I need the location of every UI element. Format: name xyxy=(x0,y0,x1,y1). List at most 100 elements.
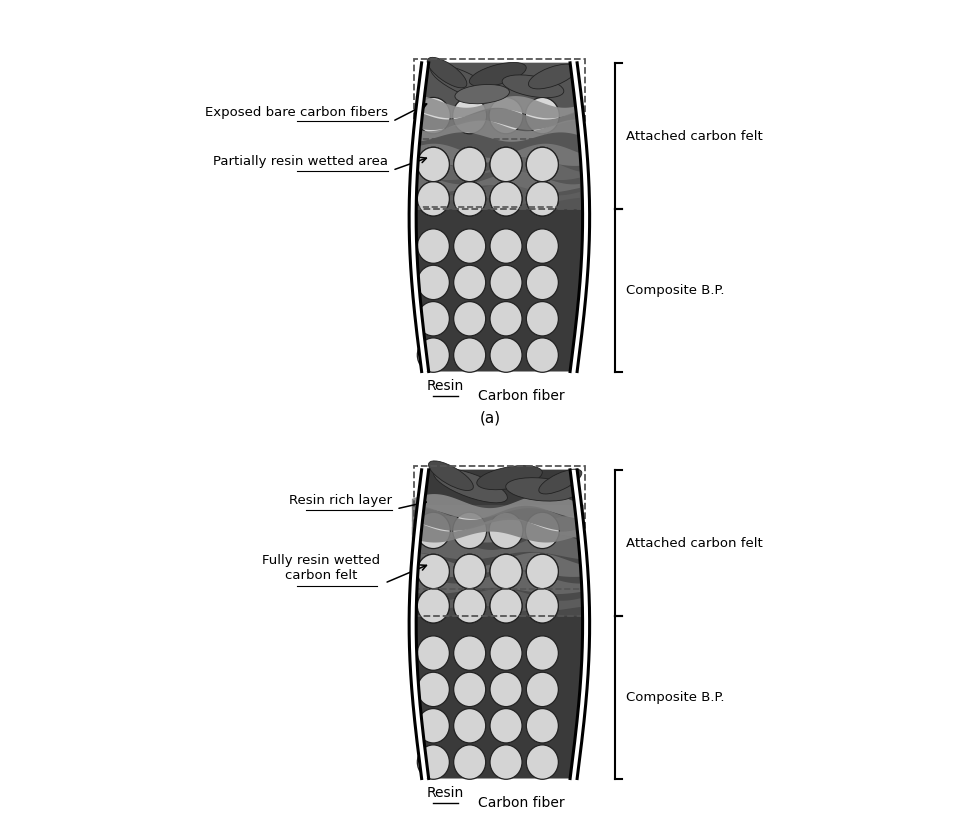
Text: Attached carbon felt: Attached carbon felt xyxy=(626,536,762,549)
Ellipse shape xyxy=(526,589,559,623)
Polygon shape xyxy=(416,96,580,118)
Ellipse shape xyxy=(416,98,451,133)
Ellipse shape xyxy=(417,554,450,589)
Ellipse shape xyxy=(477,466,542,490)
Ellipse shape xyxy=(454,301,486,336)
Ellipse shape xyxy=(417,708,450,743)
Ellipse shape xyxy=(490,745,522,779)
Ellipse shape xyxy=(454,265,486,300)
Ellipse shape xyxy=(417,338,450,372)
Ellipse shape xyxy=(490,229,522,263)
Ellipse shape xyxy=(417,745,450,779)
Ellipse shape xyxy=(454,708,486,743)
Text: Resin rich layer: Resin rich layer xyxy=(289,494,392,507)
Ellipse shape xyxy=(454,229,486,263)
Ellipse shape xyxy=(490,147,522,182)
Ellipse shape xyxy=(454,182,486,216)
Polygon shape xyxy=(409,470,428,778)
Ellipse shape xyxy=(490,301,522,336)
Polygon shape xyxy=(412,571,584,594)
Ellipse shape xyxy=(454,554,486,589)
Ellipse shape xyxy=(454,147,486,182)
Polygon shape xyxy=(416,470,582,778)
Text: Composite B.P.: Composite B.P. xyxy=(626,284,724,297)
Polygon shape xyxy=(416,120,580,142)
Ellipse shape xyxy=(489,98,523,133)
Ellipse shape xyxy=(490,182,522,216)
Ellipse shape xyxy=(454,589,486,623)
Ellipse shape xyxy=(417,182,450,216)
Ellipse shape xyxy=(490,182,522,216)
Ellipse shape xyxy=(428,461,473,491)
Polygon shape xyxy=(416,63,582,371)
Ellipse shape xyxy=(454,672,486,707)
Ellipse shape xyxy=(417,672,450,707)
Text: Carbon fiber: Carbon fiber xyxy=(478,796,564,810)
Text: Carbon fiber: Carbon fiber xyxy=(478,389,564,403)
Polygon shape xyxy=(416,172,580,193)
Polygon shape xyxy=(412,534,584,560)
Ellipse shape xyxy=(490,589,522,623)
Ellipse shape xyxy=(454,182,486,216)
Ellipse shape xyxy=(417,589,450,623)
Ellipse shape xyxy=(417,229,450,263)
Ellipse shape xyxy=(526,554,559,589)
Ellipse shape xyxy=(417,636,450,670)
Polygon shape xyxy=(412,505,584,531)
Ellipse shape xyxy=(490,147,522,182)
Ellipse shape xyxy=(454,147,486,182)
Ellipse shape xyxy=(490,636,522,670)
Ellipse shape xyxy=(417,589,450,623)
Ellipse shape xyxy=(490,554,522,589)
Ellipse shape xyxy=(417,301,450,336)
Ellipse shape xyxy=(489,512,523,549)
Ellipse shape xyxy=(454,589,486,623)
Text: Resin: Resin xyxy=(426,786,464,800)
Ellipse shape xyxy=(490,338,522,372)
Ellipse shape xyxy=(455,85,510,103)
Ellipse shape xyxy=(526,229,559,263)
Polygon shape xyxy=(412,494,584,519)
Ellipse shape xyxy=(502,75,563,98)
Polygon shape xyxy=(412,589,584,611)
Ellipse shape xyxy=(526,301,559,336)
Ellipse shape xyxy=(526,554,559,589)
Ellipse shape xyxy=(526,338,559,372)
Ellipse shape xyxy=(526,147,559,182)
Polygon shape xyxy=(412,516,584,542)
Ellipse shape xyxy=(526,636,559,670)
Ellipse shape xyxy=(417,182,450,216)
Ellipse shape xyxy=(417,147,450,182)
Ellipse shape xyxy=(433,468,508,503)
Ellipse shape xyxy=(430,64,495,100)
Text: Resin: Resin xyxy=(426,379,464,393)
Text: Partially resin wetted area: Partially resin wetted area xyxy=(214,155,388,168)
Ellipse shape xyxy=(454,745,486,779)
Polygon shape xyxy=(570,470,590,778)
Ellipse shape xyxy=(454,338,486,372)
Ellipse shape xyxy=(416,512,451,549)
Ellipse shape xyxy=(526,147,559,182)
Polygon shape xyxy=(412,553,584,577)
Bar xyxy=(415,59,584,209)
Ellipse shape xyxy=(528,64,576,89)
Text: Exposed bare carbon fibers: Exposed bare carbon fibers xyxy=(206,107,388,120)
Polygon shape xyxy=(416,470,582,616)
Text: Composite B.P.: Composite B.P. xyxy=(626,691,724,704)
Ellipse shape xyxy=(453,512,487,549)
Ellipse shape xyxy=(525,98,560,133)
Ellipse shape xyxy=(526,182,559,216)
Ellipse shape xyxy=(490,589,522,623)
Ellipse shape xyxy=(490,554,522,589)
Ellipse shape xyxy=(490,672,522,707)
Polygon shape xyxy=(416,184,580,204)
Ellipse shape xyxy=(526,708,559,743)
Polygon shape xyxy=(409,63,428,371)
Ellipse shape xyxy=(427,57,466,88)
Polygon shape xyxy=(416,156,580,180)
Ellipse shape xyxy=(490,265,522,300)
Polygon shape xyxy=(412,518,584,542)
Bar xyxy=(415,466,584,616)
Ellipse shape xyxy=(417,554,450,589)
Ellipse shape xyxy=(526,672,559,707)
